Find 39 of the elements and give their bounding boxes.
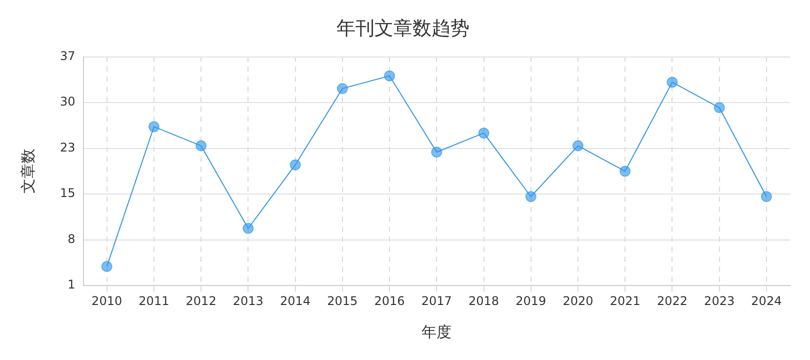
point bbox=[384, 70, 396, 82]
y-tick-label: 30 bbox=[60, 94, 76, 109]
point bbox=[148, 121, 160, 132]
x-tick-label: 2016 bbox=[374, 294, 405, 308]
point bbox=[620, 166, 631, 177]
point bbox=[336, 83, 348, 94]
y-tick-label: 1 bbox=[68, 278, 76, 292]
x-tick-label: 2024 bbox=[751, 294, 782, 308]
x-tick-label: 2017 bbox=[421, 294, 452, 308]
x-tick-label: 2023 bbox=[704, 294, 735, 308]
point bbox=[196, 140, 207, 152]
x-tick-label: 2018 bbox=[468, 294, 500, 308]
x-tick-label: 2015 bbox=[327, 294, 358, 308]
point bbox=[666, 76, 678, 88]
x-tick-label: 2011 bbox=[138, 294, 170, 308]
y-tick-label: 8 bbox=[68, 232, 76, 246]
x-tick-label: 2019 bbox=[516, 294, 546, 308]
y-tick-label: 37 bbox=[60, 48, 76, 63]
x-tick-label: 2021 bbox=[610, 294, 640, 308]
x-tick-label: 2012 bbox=[186, 294, 216, 308]
point bbox=[572, 140, 584, 152]
point bbox=[242, 222, 254, 234]
point bbox=[714, 102, 725, 114]
y-tick-label: 23 bbox=[60, 140, 76, 154]
point bbox=[760, 191, 772, 202]
x-axis-title: 年度 bbox=[422, 322, 452, 341]
point bbox=[478, 128, 490, 139]
point bbox=[101, 261, 112, 272]
x-tick-label: 2010 bbox=[92, 294, 122, 308]
point bbox=[525, 191, 536, 202]
x-tick-label: 2020 bbox=[562, 294, 594, 308]
point bbox=[290, 159, 301, 170]
x-tick-label: 2013 bbox=[232, 294, 264, 308]
point bbox=[431, 146, 442, 158]
x-tick-label: 2022 bbox=[656, 294, 688, 308]
chart-title: 年刊文章数趋势 bbox=[336, 17, 470, 40]
x-tick-label: 2014 bbox=[280, 294, 311, 308]
y-axis-title: 文章数 bbox=[18, 148, 37, 194]
y-tick-label: 15 bbox=[60, 186, 76, 200]
